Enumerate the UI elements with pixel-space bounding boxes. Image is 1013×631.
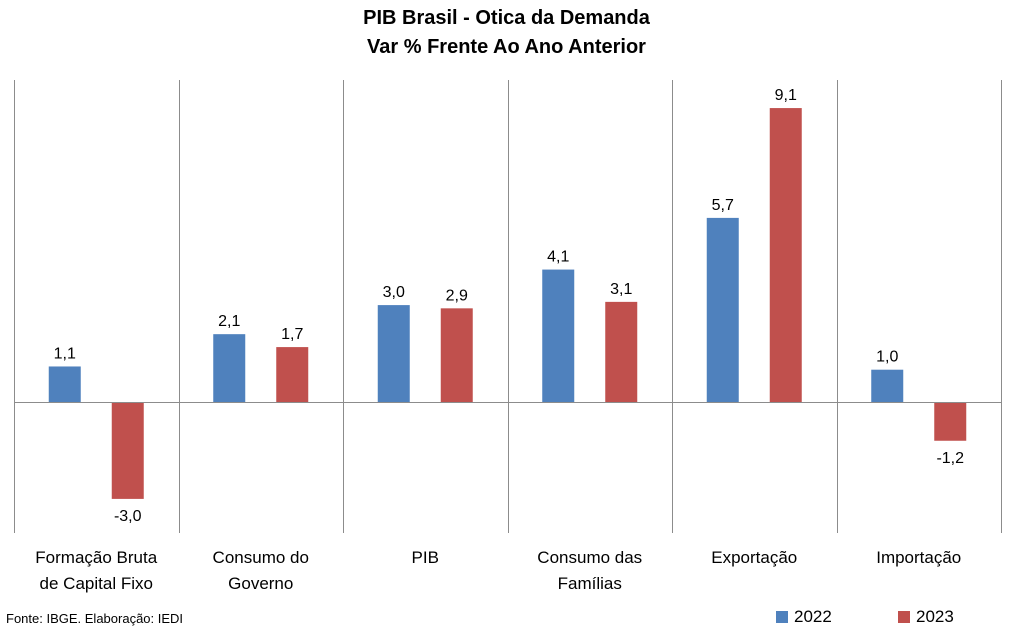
category-label-line: Importação xyxy=(876,548,962,567)
bar-2023 xyxy=(111,402,144,499)
bar-2023 xyxy=(276,347,309,402)
category-label-line: PIB xyxy=(411,548,439,567)
bar-2022 xyxy=(871,369,904,402)
data-label-2023: 9,1 xyxy=(775,87,797,104)
data-label-2022: 5,7 xyxy=(712,197,734,214)
data-label-2023: -1,2 xyxy=(936,450,964,467)
category-label-line: Famílias xyxy=(557,574,622,593)
bar-2022 xyxy=(706,217,739,402)
data-label-2022: 1,0 xyxy=(876,349,898,366)
category-label-line: Exportação xyxy=(711,548,798,567)
data-label-2023: 1,7 xyxy=(281,326,303,343)
data-label-2022: 1,1 xyxy=(54,345,76,362)
data-label-2022: 2,1 xyxy=(218,313,240,330)
source-note: Fonte: IBGE. Elaboração: IEDI xyxy=(6,611,184,626)
data-label-2023: -3,0 xyxy=(114,508,142,525)
category-label: Importação xyxy=(837,545,1001,571)
legend-swatch-2023 xyxy=(898,611,910,623)
data-label-2022: 3,0 xyxy=(383,284,405,301)
bar-2022 xyxy=(542,269,575,402)
bar-2023 xyxy=(934,402,967,441)
legend-item-2023: 2023 xyxy=(898,605,954,629)
bar-2023 xyxy=(769,108,802,402)
data-label-2022: 4,1 xyxy=(547,249,569,266)
category-label-line: Consumo do xyxy=(212,548,309,567)
category-label-line: Governo xyxy=(228,574,294,593)
bar-2022 xyxy=(377,305,410,402)
category-label-line: Consumo das xyxy=(537,548,643,567)
legend-label-2022: 2022 xyxy=(794,607,832,626)
legend-label-2023: 2023 xyxy=(916,607,954,626)
bar-2023 xyxy=(440,308,473,402)
data-label-2023: 3,1 xyxy=(610,281,632,298)
bar-2023 xyxy=(605,301,638,402)
legend-item-2022: 2022 xyxy=(776,605,832,629)
bar-2022 xyxy=(48,366,81,402)
legend: 2022 2023 xyxy=(0,605,1013,629)
category-label-line: de Capital Fixo xyxy=(39,574,153,593)
bar-2022 xyxy=(213,334,246,402)
legend-swatch-2022 xyxy=(776,611,788,623)
chart-title: PIB Brasil - Otica da Demanda xyxy=(363,7,650,29)
category-label: Consumo do Governo xyxy=(179,545,343,597)
category-label-line: Formação Bruta xyxy=(35,548,158,567)
category-label: PIB xyxy=(343,545,507,571)
data-label-2023: 2,9 xyxy=(446,287,468,304)
category-label: Exportação xyxy=(672,545,836,571)
category-label: Consumo das Famílias xyxy=(508,545,672,597)
chart-subtitle: Var % Frente Ao Ano Anterior xyxy=(367,36,646,58)
category-label: Formação Bruta de Capital Fixo xyxy=(14,545,178,597)
